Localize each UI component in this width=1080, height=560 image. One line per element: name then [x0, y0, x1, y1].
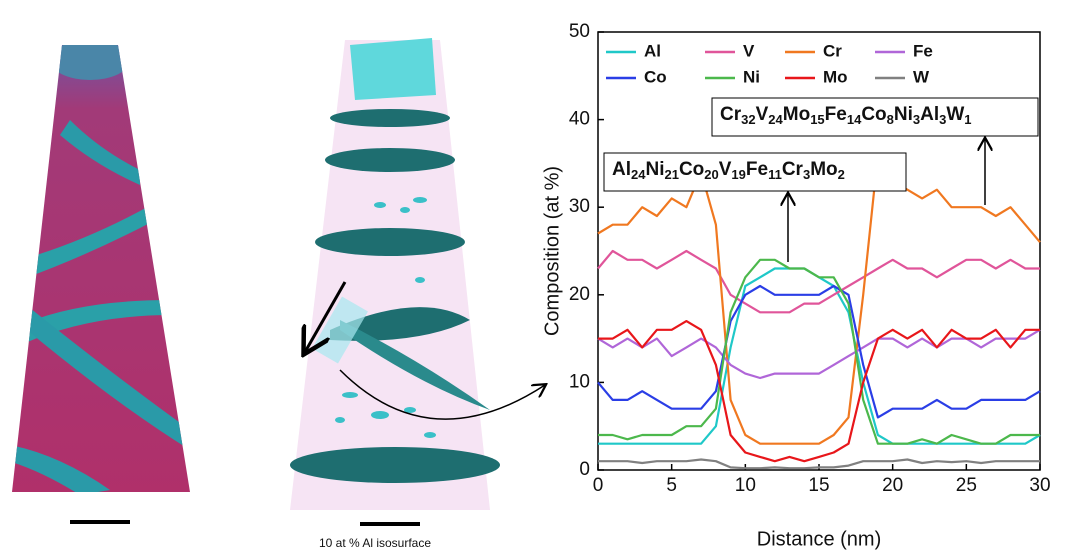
subscript: 3 [913, 112, 920, 127]
x-tick-label: 10 [735, 475, 756, 496]
isosurface [290, 38, 545, 510]
series-line [598, 320, 1040, 463]
element-symbol: Ni [645, 159, 664, 180]
subscript: 32 [741, 112, 755, 127]
element-symbol: V [756, 104, 769, 125]
series-line [598, 258, 1040, 445]
subscript: 24 [768, 112, 783, 127]
subscript: 15 [810, 112, 824, 127]
annotation-box [603, 152, 907, 192]
series-line [598, 458, 1040, 470]
subscript: 11 [768, 167, 782, 182]
element-symbol: Co [861, 104, 886, 125]
subscript: 14 [847, 112, 862, 127]
legend-label: Al [644, 41, 661, 60]
element-symbol: Fe [825, 104, 847, 125]
element-symbol: Fe [746, 159, 768, 180]
legend-label: Mo [823, 67, 848, 86]
legend-label: Ni [743, 67, 760, 86]
subscript: 2 [838, 167, 845, 182]
subscript: 20 [704, 167, 718, 182]
element-symbol: Ni [894, 104, 913, 125]
subscript: 1 [964, 112, 971, 127]
legend-label: Cr [823, 41, 842, 60]
subscript: 19 [731, 167, 745, 182]
y-tick-label: 40 [569, 109, 590, 130]
series-line [597, 249, 1040, 314]
y-tick-label: 20 [569, 284, 590, 305]
atom-map [12, 45, 190, 492]
subscript: 3 [939, 112, 946, 127]
annotation-box [711, 97, 1039, 137]
y-axis-label: Composition (at %) [541, 166, 563, 336]
legend-label: W [913, 67, 930, 86]
element-symbol: Co [679, 159, 704, 180]
legend-label: Co [644, 67, 667, 86]
x-tick-label: 15 [808, 475, 829, 496]
series-line [597, 284, 1041, 419]
annotation: Cr32V24Mo15Fe14Co8Ni3Al3W1 [720, 104, 972, 127]
x-tick-label: 20 [882, 475, 903, 496]
annotation: Al24Ni21Co20V19Fe11Cr3Mo2 [612, 159, 845, 182]
element-symbol: Cr [720, 104, 742, 125]
y-tick-label: 50 [569, 21, 590, 42]
caption: 10 at % Al isosurface [319, 536, 431, 550]
element-symbol: Al [612, 159, 631, 180]
y-tick-label: 10 [569, 371, 590, 392]
subscript: 8 [887, 112, 894, 127]
element-symbol: Al [920, 104, 939, 125]
element-symbol: V [719, 159, 732, 180]
subscript: 3 [803, 167, 810, 182]
x-tick-label: 5 [666, 475, 677, 496]
y-tick-label: 30 [569, 196, 590, 217]
x-tick-label: 30 [1029, 475, 1050, 496]
element-symbol: Cr [782, 159, 804, 180]
series-line [597, 328, 1041, 380]
subscript: 24 [631, 167, 646, 182]
y-tick-label: 0 [579, 459, 590, 480]
subscript: 21 [664, 167, 678, 182]
x-tick-label: 0 [593, 475, 604, 496]
x-tick-label: 25 [956, 475, 977, 496]
series-line [597, 153, 1041, 445]
legend-label: V [743, 41, 755, 60]
element-symbol: Mo [810, 159, 837, 180]
x-axis-label: Distance (nm) [757, 528, 881, 550]
element-symbol: Mo [783, 104, 810, 125]
element-symbol: W [946, 104, 964, 125]
legend-label: Fe [913, 41, 933, 60]
